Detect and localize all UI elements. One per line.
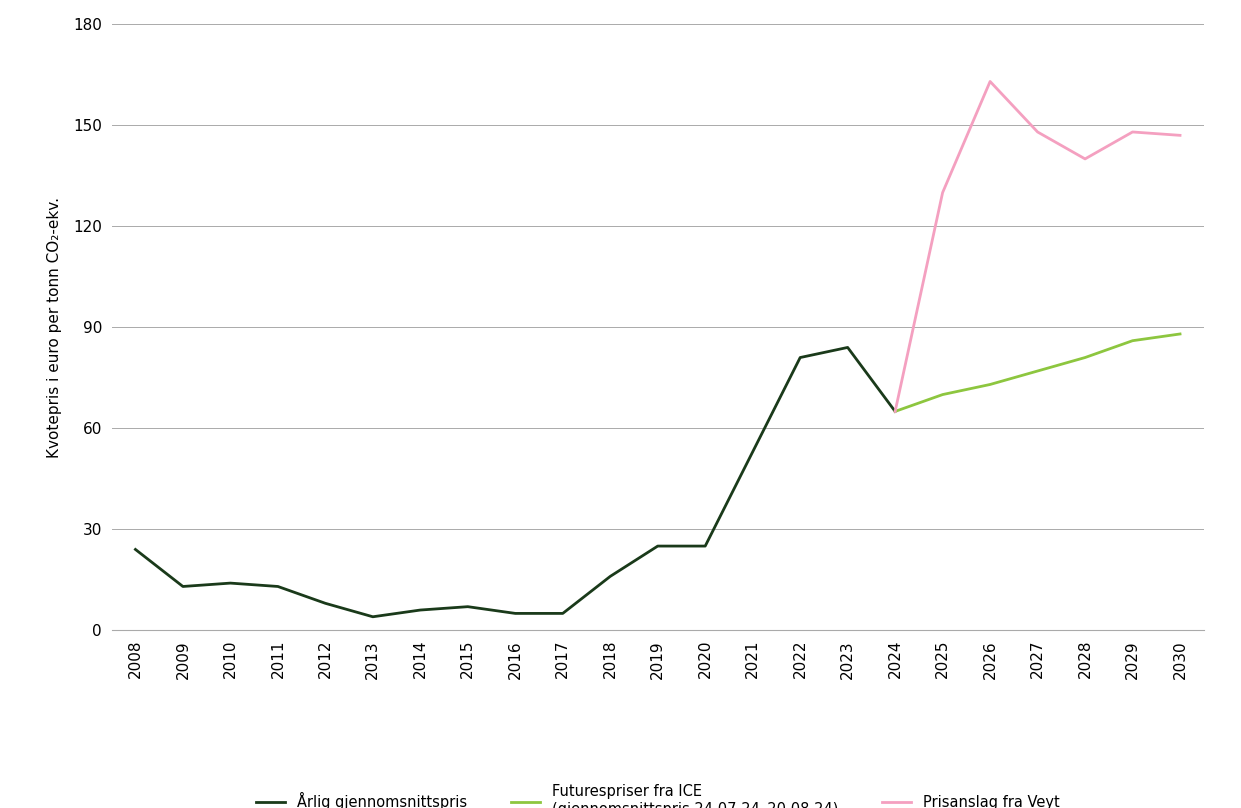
- Y-axis label: Kvotepris i euro per tonn CO₂-ekv.: Kvotepris i euro per tonn CO₂-ekv.: [47, 196, 62, 458]
- Legend: Årlig gjennomsnittspris, Futurespriser fra ICE
(gjennomsnittspris 24.07.24–20.08: Årlig gjennomsnittspris, Futurespriser f…: [256, 785, 1060, 808]
